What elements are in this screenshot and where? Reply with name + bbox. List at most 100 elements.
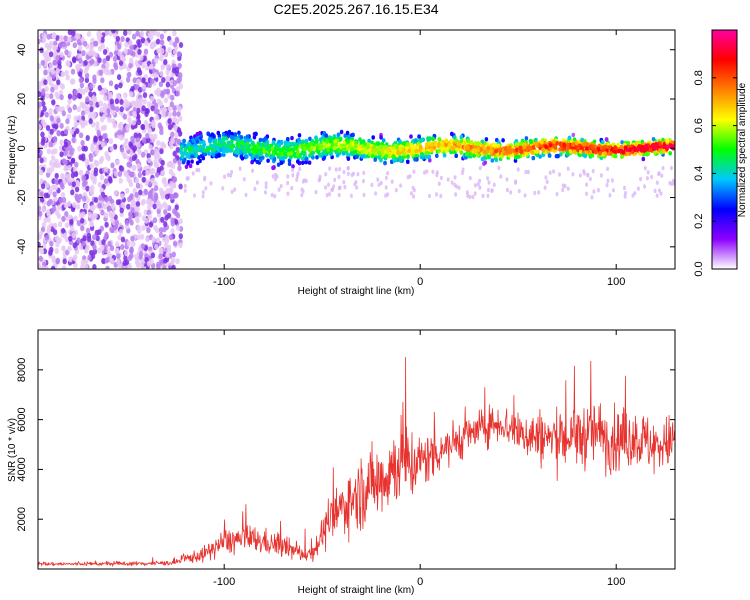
spectrum-noise-point: [38, 210, 43, 217]
spectrum-noise-point: [53, 50, 58, 57]
spectrum-outlier-point: [376, 177, 380, 182]
spectrum-noise-point: [170, 131, 175, 138]
spectrum-noise-point: [146, 153, 151, 159]
spectrum-noise-point: [80, 217, 85, 224]
spectrum-noise-point: [41, 206, 46, 213]
spectrum-signal-point: [216, 130, 221, 136]
spectrum-outlier-point: [301, 189, 305, 194]
spectrum-outlier-point: [291, 173, 295, 178]
spectrum-noise-point: [61, 197, 67, 203]
spectrum-signal-point: [237, 130, 241, 135]
spectrum-noise-point: [147, 127, 152, 134]
spectrum-signal-point: [255, 159, 259, 164]
spectrum-noise-point: [131, 164, 137, 171]
spectrum-signal-point: [626, 140, 631, 146]
spectrum-noise-point: [67, 93, 73, 100]
spectrum-signal-point: [186, 160, 191, 165]
spectrum-outlier-point: [286, 191, 290, 196]
spectrum-noise-point: [56, 117, 61, 124]
spectrum-noise-point: [127, 255, 133, 261]
spectrum-signal-point: [361, 150, 366, 155]
spectrum-signal-point: [653, 150, 657, 155]
spectrum-noise-point: [115, 35, 121, 42]
spectrum-signal-point: [425, 142, 429, 148]
spectrum-noise-point: [60, 192, 66, 198]
spectrum-outlier-point: [506, 187, 509, 193]
spectrum-noise-point: [95, 121, 100, 128]
spectrum-noise-point: [105, 265, 110, 269]
spectrum-outlier-point: [226, 172, 230, 178]
spectrum-noise-point: [90, 253, 96, 260]
spectrum-noise-point: [74, 161, 79, 168]
spectrum-signal-point: [412, 145, 417, 150]
spectrum-noise-point: [70, 68, 76, 75]
spectrum-noise-point: [84, 108, 89, 115]
spectrum-noise-point: [163, 242, 169, 249]
spectrum-signal-point: [210, 132, 215, 137]
spectrum-noise-point: [142, 170, 147, 176]
spectrum-outlier-point: [183, 183, 187, 189]
spectrum-noise-point: [163, 209, 168, 215]
spectrum-noise-point: [91, 95, 97, 102]
spectrum-outlier-point: [461, 167, 465, 172]
spectrum-outlier-point: [468, 175, 472, 181]
spectrum-signal-point: [424, 151, 429, 156]
spectrum-noise-point: [48, 188, 53, 195]
spectrum-noise-point: [85, 227, 91, 234]
spectrum-noise-point: [153, 192, 159, 199]
spectrum-noise-point: [156, 208, 161, 214]
spectrum-noise-point: [67, 98, 72, 105]
spectrum-noise-point: [135, 216, 140, 223]
spectrum-noise-point: [40, 183, 46, 190]
spectrum-signal-point: [310, 141, 314, 147]
spectrum-noise-point: [165, 76, 170, 83]
spectrum-noise-point: [127, 117, 132, 123]
spectrum-outlier-point: [355, 185, 359, 190]
spectrum-noise-point: [103, 166, 109, 173]
spectrum-signal-point: [277, 143, 282, 148]
spectrum-signal-point: [435, 153, 439, 158]
spectrum-signal-point: [350, 147, 354, 152]
spectrum-signal-point: [431, 136, 435, 141]
spectrum-noise-point: [118, 60, 124, 66]
spectrum-signal-point: [651, 137, 656, 142]
spectrum-noise-point: [125, 187, 130, 194]
spectrum-noise-point: [107, 176, 113, 182]
spectrum-outlier-point: [435, 192, 438, 197]
spectrum-noise-point: [178, 218, 183, 225]
spectrum-noise-point: [161, 111, 166, 117]
spectrum-outlier-point: [264, 181, 268, 186]
spectrum-outlier-point: [337, 192, 341, 198]
spectrum-noise-point: [94, 229, 100, 236]
spectrum-noise-point: [45, 92, 50, 99]
spectrum-noise-point: [98, 100, 103, 107]
spectrum-noise-point: [154, 171, 160, 178]
spectrum-noise-point: [154, 148, 159, 155]
spectrum-signal-point: [544, 144, 548, 149]
spectrum-signal-point: [555, 141, 559, 146]
spectrum-noise-point: [156, 167, 161, 173]
spectrum-noise-point: [60, 174, 66, 180]
spectrum-signal-point: [343, 133, 348, 138]
spectrum-signal-point: [372, 144, 376, 149]
spectrum-signal-point: [644, 144, 649, 149]
spectrum-noise-point: [77, 114, 82, 121]
spectrum-outlier-point: [230, 170, 234, 175]
spectrum-noise-point: [73, 89, 78, 96]
spectrum-signal-point: [482, 149, 487, 155]
spectrum-outlier-point: [592, 189, 596, 194]
spectrogram-x-tick-label: 0: [417, 276, 423, 288]
spectrum-noise-point: [175, 86, 181, 93]
spectrum-signal-point: [398, 147, 403, 152]
spectrum-noise-point: [169, 101, 174, 108]
spectrum-noise-point: [40, 59, 45, 66]
spectrum-signal-point: [556, 153, 560, 159]
spectrum-signal-point: [534, 141, 539, 146]
spectrum-signal-point: [182, 151, 187, 156]
spectrum-noise-point: [50, 86, 55, 93]
spectrum-noise-point: [80, 259, 86, 266]
spectrum-noise-point: [69, 128, 75, 135]
spectrum-noise-point: [72, 255, 77, 262]
spectrum-signal-point: [354, 144, 358, 149]
spectrum-noise-point: [128, 141, 133, 148]
